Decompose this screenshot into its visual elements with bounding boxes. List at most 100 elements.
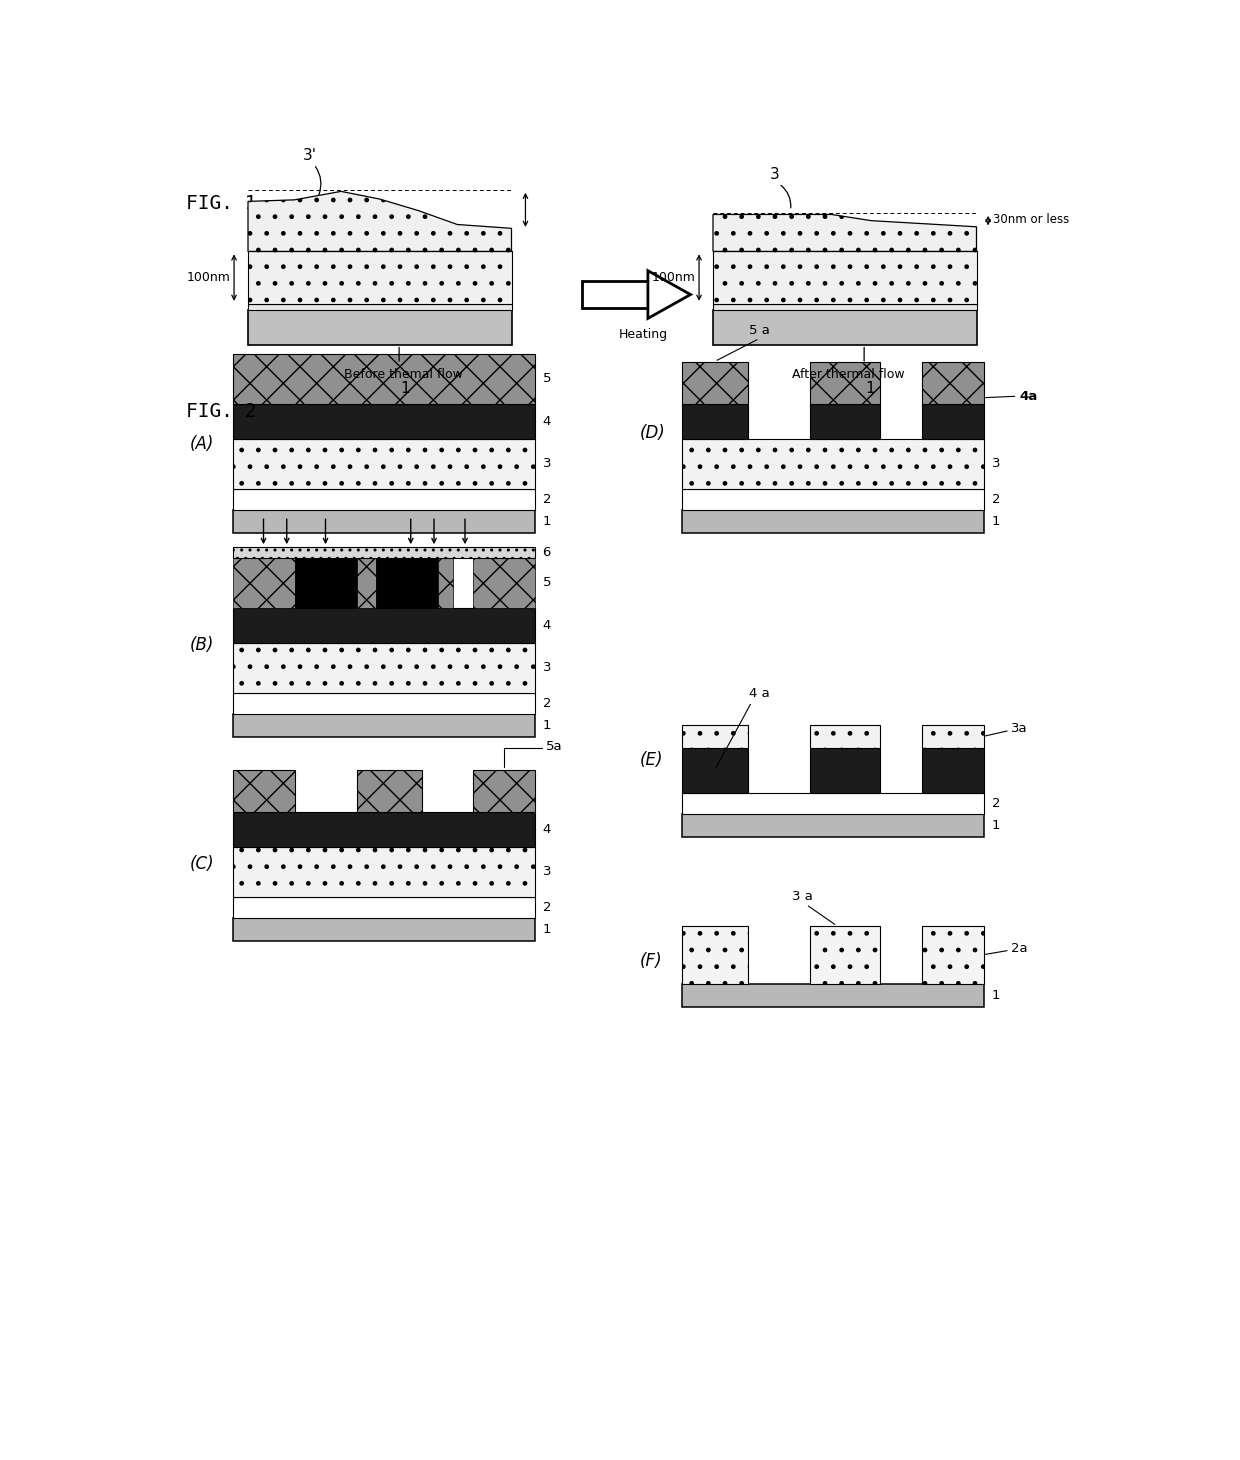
Text: 4: 4 xyxy=(543,823,551,835)
Text: 5a: 5a xyxy=(547,740,563,753)
Text: 4a: 4a xyxy=(1019,390,1038,403)
Bar xyxy=(233,714,534,737)
Bar xyxy=(582,280,649,308)
Text: 30nm or less: 30nm or less xyxy=(993,213,1069,226)
Bar xyxy=(233,607,534,642)
Bar xyxy=(314,558,376,607)
Text: 2: 2 xyxy=(992,493,1001,505)
Bar xyxy=(248,310,511,345)
Text: 1: 1 xyxy=(992,819,1001,832)
Bar xyxy=(713,251,977,304)
Text: (E): (E) xyxy=(640,752,663,769)
Text: 1: 1 xyxy=(992,515,1001,529)
Text: 1: 1 xyxy=(543,923,551,936)
Bar xyxy=(233,438,534,489)
Bar xyxy=(233,353,534,404)
Bar xyxy=(682,404,748,438)
Text: (C): (C) xyxy=(190,856,215,873)
Text: 5: 5 xyxy=(543,372,551,385)
Bar xyxy=(248,304,511,310)
Bar xyxy=(682,438,985,489)
Bar xyxy=(923,726,985,748)
Bar xyxy=(682,748,748,793)
Text: 3 a: 3 a xyxy=(791,889,812,902)
Text: 3: 3 xyxy=(543,866,551,877)
Bar xyxy=(923,748,985,793)
Text: 1: 1 xyxy=(543,515,551,529)
Bar xyxy=(923,926,985,984)
Text: 2a: 2a xyxy=(1012,942,1028,955)
Bar xyxy=(233,769,295,812)
Bar xyxy=(810,748,879,793)
Text: 6: 6 xyxy=(543,546,551,559)
Text: 100nm: 100nm xyxy=(651,272,696,285)
Text: 3': 3' xyxy=(303,147,317,164)
Polygon shape xyxy=(248,191,511,251)
Bar xyxy=(682,815,985,838)
Text: 3: 3 xyxy=(543,661,551,675)
Text: 3: 3 xyxy=(992,457,1001,470)
Bar xyxy=(682,362,748,404)
Text: 5: 5 xyxy=(543,577,551,590)
Text: 1: 1 xyxy=(543,720,551,733)
Text: 4 a: 4 a xyxy=(749,688,770,701)
Bar xyxy=(923,404,985,438)
Text: (D): (D) xyxy=(640,425,665,442)
Text: 1: 1 xyxy=(992,988,1001,1002)
Bar xyxy=(472,558,534,607)
Text: After thermal flow: After thermal flow xyxy=(792,368,905,381)
Text: 1: 1 xyxy=(401,381,410,396)
Bar xyxy=(233,489,534,510)
Text: (B): (B) xyxy=(190,637,215,654)
Bar xyxy=(295,558,357,607)
Bar xyxy=(810,404,879,438)
Text: 3: 3 xyxy=(770,166,780,182)
Bar xyxy=(233,404,534,438)
Text: 100nm: 100nm xyxy=(186,272,231,285)
Bar xyxy=(233,692,534,714)
Text: (F): (F) xyxy=(640,952,662,969)
Bar xyxy=(810,726,879,748)
Bar xyxy=(472,769,534,812)
Text: FIG. 1: FIG. 1 xyxy=(186,194,257,213)
Text: 2: 2 xyxy=(543,493,551,505)
Bar xyxy=(682,489,985,510)
Bar xyxy=(233,918,534,942)
Polygon shape xyxy=(713,215,977,251)
Bar xyxy=(923,362,985,404)
Bar xyxy=(682,726,748,748)
Polygon shape xyxy=(649,270,691,318)
Bar xyxy=(376,558,438,607)
Bar xyxy=(233,510,534,533)
Bar xyxy=(682,926,748,984)
Bar xyxy=(682,510,985,533)
Bar xyxy=(233,548,534,558)
Bar xyxy=(682,984,985,1007)
Bar xyxy=(810,926,879,984)
Text: (A): (A) xyxy=(190,435,215,453)
Bar xyxy=(810,362,879,404)
Bar xyxy=(357,769,423,812)
Bar xyxy=(233,812,534,847)
Text: 2: 2 xyxy=(543,696,551,710)
Text: 1: 1 xyxy=(866,381,875,396)
Text: 2: 2 xyxy=(992,797,1001,810)
Bar xyxy=(248,251,511,304)
Text: 4: 4 xyxy=(543,619,551,632)
Text: Before themal flow: Before themal flow xyxy=(343,368,463,381)
Text: FIG. 2: FIG. 2 xyxy=(186,403,257,422)
Bar xyxy=(392,558,454,607)
Bar xyxy=(682,793,985,815)
Bar xyxy=(233,847,534,896)
Text: Heating: Heating xyxy=(619,327,668,340)
Text: 3: 3 xyxy=(543,457,551,470)
Text: 4: 4 xyxy=(543,415,551,428)
Text: 5 a: 5 a xyxy=(749,324,770,337)
Bar xyxy=(233,896,534,918)
Bar xyxy=(713,304,977,310)
Text: 2: 2 xyxy=(543,901,551,914)
Bar xyxy=(233,642,534,692)
Bar xyxy=(713,310,977,345)
Bar xyxy=(233,558,295,607)
Text: 3a: 3a xyxy=(1012,723,1028,736)
